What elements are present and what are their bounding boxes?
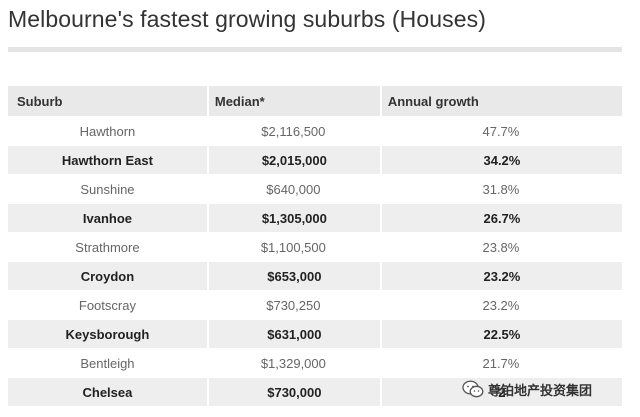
cell-median: $653,000 [206, 262, 380, 290]
table-row: Keysborough $631,000 22.5% [8, 320, 622, 348]
cell-suburb: Bentleigh [80, 355, 135, 371]
cell-suburb: Hawthorn East [8, 146, 207, 174]
cell-growth: 31.8% [482, 181, 520, 197]
cell-median: $730,000 [206, 378, 380, 406]
watermark-text: 尊铂地产投资集团 [488, 382, 593, 398]
wechat-icon [462, 380, 484, 398]
cell-growth: 23.2% [482, 297, 520, 313]
cell-median: $1,100,500 [260, 239, 326, 255]
cell-growth: 22.5% [379, 320, 622, 348]
cell-suburb: Croydon [8, 262, 207, 290]
page-title: Melbourne's fastest growing suburbs (Hou… [8, 6, 486, 32]
cell-growth: 26.7% [379, 204, 622, 232]
cell-median: $2,015,000 [206, 146, 380, 174]
table-row: Chelsea $730,000 2 [8, 378, 622, 406]
cell-median: $730,250 [266, 297, 321, 313]
cell-suburb: Footscray [78, 297, 136, 313]
cell-growth: 23.2% [379, 262, 622, 290]
cell-growth: 23.8% [482, 239, 520, 255]
cell-median: $2,116,500 [261, 123, 326, 139]
cell-suburb: Chelsea [8, 378, 207, 406]
cell-suburb: Keysborough [8, 320, 207, 348]
cell-suburb: Ivanhoe [8, 204, 207, 232]
cell-suburb: Strathmore [75, 239, 140, 255]
table-header-row: Suburb Median* Annual growth [8, 86, 622, 116]
cell-growth: 21.7% [482, 355, 520, 371]
table-row: Ivanhoe $1,305,000 26.7% [8, 204, 622, 232]
table-row: Footscray $730,250 23.2% [8, 291, 622, 319]
cell-suburb: Sunshine [80, 181, 135, 197]
table-row: Bentleigh $1,329,000 21.7% [8, 349, 622, 377]
cell-median: $640,000 [266, 181, 321, 197]
header-annual-growth: Annual growth [379, 86, 622, 116]
table-row: Sunshine $640,000 31.8% [8, 175, 622, 203]
table-row: Hawthorn $2,116,500 47.7% [8, 117, 622, 145]
cell-median: $631,000 [206, 320, 380, 348]
cell-growth: 34.2% [379, 146, 622, 174]
title-divider [8, 47, 622, 52]
cell-median: $1,329,000 [260, 355, 326, 371]
cell-median: $1,305,000 [206, 204, 380, 232]
cell-growth: 2 [379, 378, 622, 406]
watermark: 尊铂地产投资集团 [462, 378, 592, 400]
table-row: Croydon $653,000 23.2% [8, 262, 622, 290]
header-median: Median* [206, 86, 380, 116]
header-suburb: Suburb [8, 86, 207, 116]
cell-growth: 47.7% [482, 123, 520, 139]
suburb-growth-table: Suburb Median* Annual growth Hawthorn $2… [8, 85, 622, 407]
cell-suburb: Hawthorn [79, 123, 136, 139]
table-row: Hawthorn East $2,015,000 34.2% [8, 146, 622, 174]
table-row: Strathmore $1,100,500 23.8% [8, 233, 622, 261]
